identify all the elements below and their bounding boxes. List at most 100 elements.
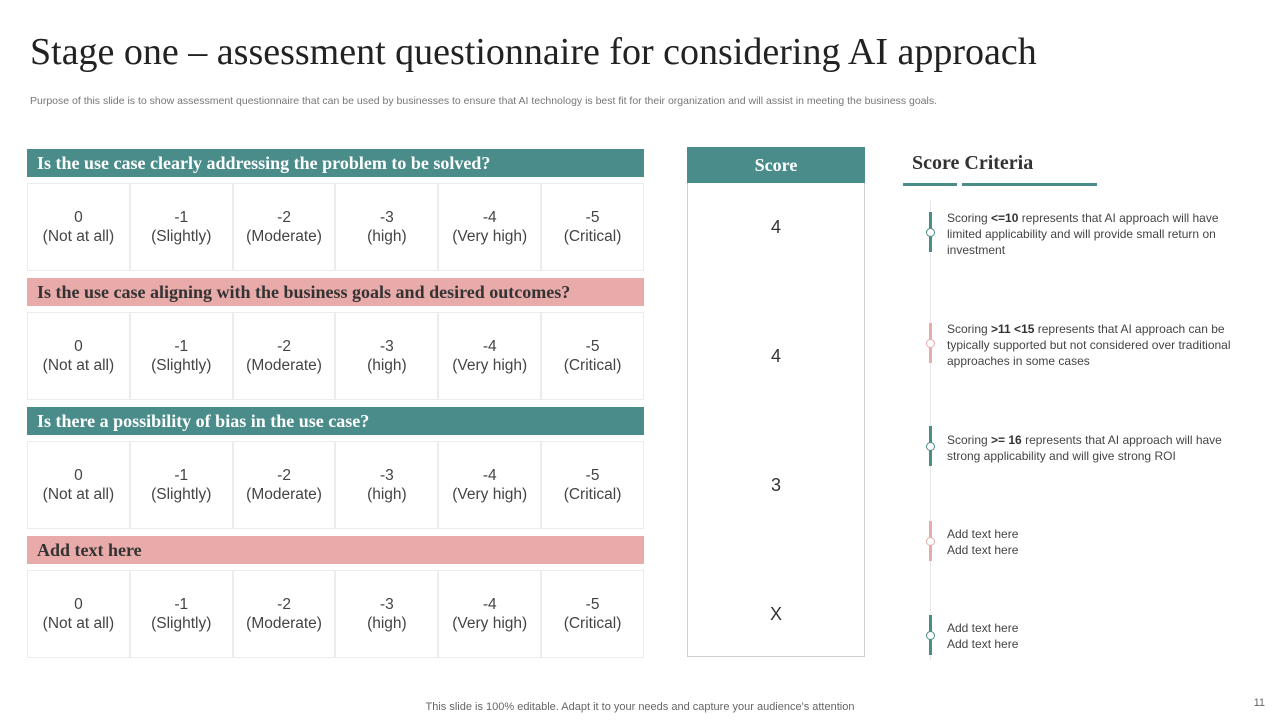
timeline-dot-4 — [926, 537, 935, 546]
criteria-item-5: Add text here Add text here — [947, 621, 1019, 651]
page-title: Stage one – assessment questionnaire for… — [30, 31, 1037, 73]
option-cell[interactable]: 0 (Not at all) — [27, 183, 130, 271]
option-label: (Slightly) — [151, 486, 212, 503]
option-label: (Critical) — [563, 228, 622, 245]
option-cell[interactable]: 0 (Not at all) — [27, 570, 130, 658]
option-cell[interactable]: -5 (Critical) — [541, 183, 644, 271]
score-value-2[interactable]: 4 — [770, 346, 781, 366]
option-cell[interactable]: -5 (Critical) — [541, 570, 644, 658]
option-cell[interactable]: -2 (Moderate) — [232, 183, 336, 271]
option-cell[interactable]: -2 (Moderate) — [232, 312, 336, 400]
option-label: (Slightly) — [151, 228, 212, 245]
option-label: (Not at all) — [42, 228, 115, 245]
score-value-4[interactable]: X — [769, 604, 782, 624]
score-header: Score — [687, 147, 865, 183]
option-label: (Critical) — [563, 357, 622, 374]
option-label: (high) — [367, 615, 407, 632]
option-value: -4 — [482, 209, 497, 226]
option-value: -3 — [380, 209, 394, 226]
option-value: 0 — [74, 596, 83, 613]
option-value: -5 — [585, 467, 600, 484]
option-label: (Very high) — [452, 228, 528, 245]
score-value-1[interactable]: 4 — [770, 217, 781, 237]
option-cell[interactable]: -4 (Very high) — [438, 183, 542, 271]
option-value: -1 — [174, 596, 189, 613]
option-value: -1 — [174, 209, 189, 226]
option-label: (Critical) — [563, 615, 622, 632]
criteria-underline-right — [962, 183, 1097, 186]
option-cell[interactable]: -2 (Moderate) — [232, 441, 336, 529]
option-label: (Moderate) — [246, 357, 322, 374]
criteria-item-2: Scoring >11 <15 represents that AI appro… — [947, 322, 1231, 368]
option-label: (high) — [367, 486, 407, 503]
option-cell[interactable]: -5 (Critical) — [541, 441, 644, 529]
option-cell[interactable]: -4 (Very high) — [438, 570, 542, 658]
option-label: (Critical) — [563, 486, 622, 503]
question-bar-2: Is the use case aligning with the busine… — [27, 278, 644, 306]
option-value: -4 — [482, 338, 497, 355]
option-label: (Not at all) — [42, 357, 115, 374]
option-label: (Very high) — [452, 486, 528, 503]
option-cell[interactable]: -2 (Moderate) — [232, 570, 336, 658]
option-value: -2 — [277, 338, 291, 355]
option-cell[interactable]: -1 (Slightly) — [129, 570, 233, 658]
option-cell[interactable]: -3 (high) — [335, 312, 439, 400]
option-label: (Not at all) — [42, 615, 115, 632]
criteria-item-1: Scoring <=10 represents that AI approach… — [947, 211, 1219, 257]
option-value: 0 — [74, 338, 83, 355]
option-label: (Slightly) — [151, 357, 212, 374]
option-value: -5 — [585, 596, 600, 613]
option-value: -2 — [277, 596, 291, 613]
option-cell[interactable]: -1 (Slightly) — [129, 441, 233, 529]
options-row-4: 0 (Not at all) -1 (Slightly) -2 (Moderate) … — [27, 570, 644, 658]
score-value-3[interactable]: 3 — [770, 475, 781, 495]
option-value: -2 — [277, 467, 291, 484]
option-value: -2 — [277, 209, 291, 226]
option-value: 0 — [74, 209, 83, 226]
option-label: (Slightly) — [151, 615, 212, 632]
option-cell[interactable]: -1 (Slightly) — [129, 183, 233, 271]
option-cell[interactable]: -3 (high) — [335, 183, 439, 271]
question-bar-3: Is there a possibility of bias in the us… — [27, 407, 644, 435]
timeline-dot-3 — [926, 442, 935, 451]
option-label: (Moderate) — [246, 228, 322, 245]
option-cell[interactable]: 0 (Not at all) — [27, 312, 130, 400]
option-value: -4 — [482, 467, 497, 484]
option-cell[interactable]: -4 (Very high) — [438, 441, 542, 529]
criteria-title: Score Criteria — [912, 152, 1034, 174]
options-row-3: 0 (Not at all) -1 (Slightly) -2 (Moderate) … — [27, 441, 644, 529]
criteria-item-3: Scoring >= 16 represents that AI approac… — [947, 433, 1222, 463]
footer-note: This slide is 100% editable. Adapt it to… — [425, 701, 855, 713]
option-label: (Very high) — [452, 357, 528, 374]
option-cell[interactable]: 0 (Not at all) — [27, 441, 130, 529]
option-value: -3 — [380, 467, 394, 484]
timeline-dot-2 — [926, 339, 935, 348]
score-column: 4 4 3 X — [687, 183, 865, 657]
option-cell[interactable]: -3 (high) — [335, 441, 439, 529]
timeline-dot-1 — [926, 228, 935, 237]
option-label: (high) — [367, 357, 407, 374]
option-value: -3 — [380, 338, 394, 355]
question-bar-1: Is the use case clearly addressing the p… — [27, 149, 644, 177]
timeline-dot-5 — [926, 631, 935, 640]
option-value: 0 — [74, 467, 83, 484]
option-cell[interactable]: -4 (Very high) — [438, 312, 542, 400]
option-value: -3 — [380, 596, 394, 613]
question-bar-4: Add text here — [27, 536, 644, 564]
option-cell[interactable]: -3 (high) — [335, 570, 439, 658]
page-number: 11 — [1253, 697, 1265, 709]
option-value: -1 — [174, 467, 189, 484]
option-label: (high) — [367, 228, 407, 245]
option-value: -5 — [585, 338, 600, 355]
option-cell[interactable]: -5 (Critical) — [541, 312, 644, 400]
page-subtitle: Purpose of this slide is to show assessm… — [30, 95, 938, 107]
option-cell[interactable]: -1 (Slightly) — [129, 312, 233, 400]
options-row-2: 0 (Not at all) -1 (Slightly) -2 (Moderate) … — [27, 312, 644, 400]
option-label: (Very high) — [452, 615, 528, 632]
criteria-item-4: Add text here Add text here — [947, 527, 1019, 557]
option-value: -5 — [585, 209, 600, 226]
criteria-underline-left — [903, 183, 957, 186]
option-label: (Not at all) — [42, 486, 115, 503]
option-label: (Moderate) — [246, 615, 322, 632]
options-row-1: 0 (Not at all) -1 (Slightly) -2 (Moderate) … — [27, 183, 644, 271]
